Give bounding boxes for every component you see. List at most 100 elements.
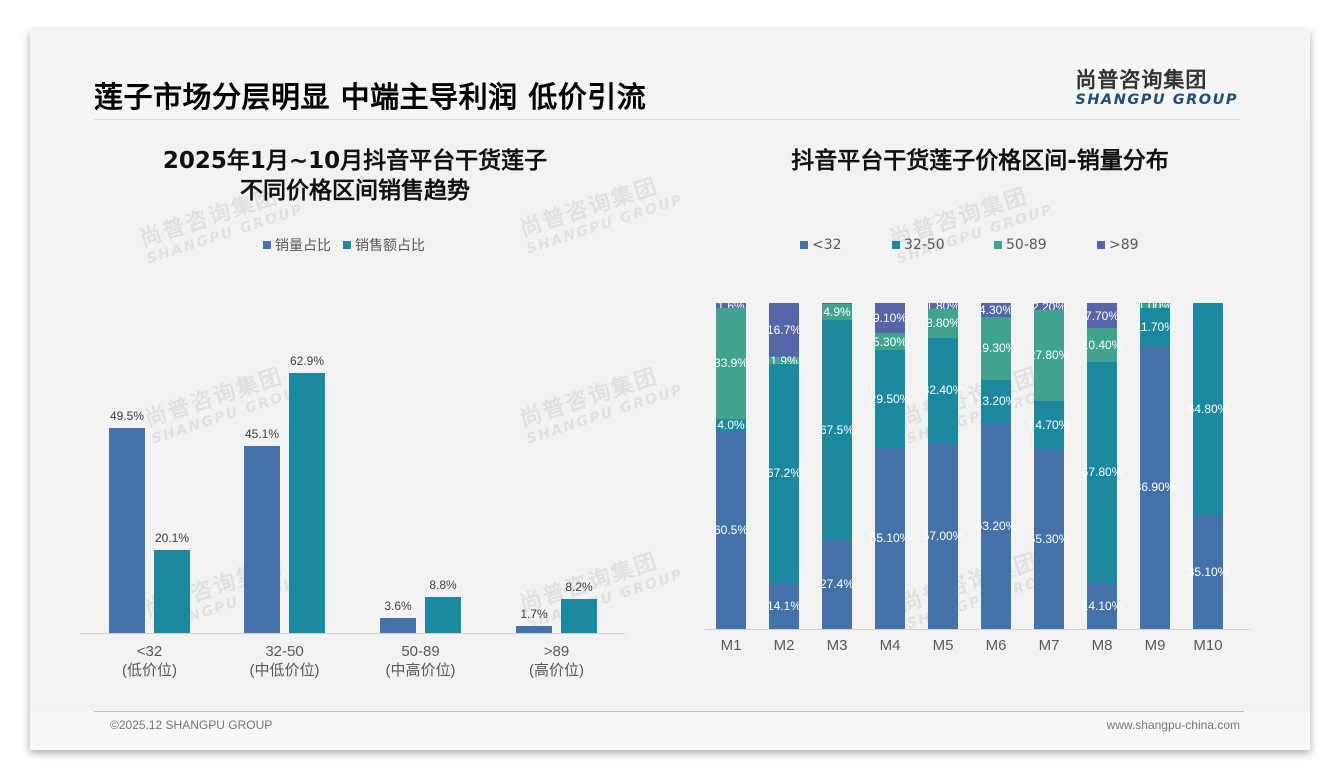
- month-label: M10: [1193, 637, 1223, 654]
- segment-value-label: 5.30%: [872, 334, 908, 349]
- logo-chinese-text: 尚普咨询集团: [1075, 68, 1208, 92]
- segment->89: [1140, 303, 1170, 305]
- stacked-bar-M7: 2.20% 27.80% 14.70% 55.30%: [1029, 300, 1069, 629]
- segment->89: 9.10%: [873, 303, 907, 333]
- segment-value-label: 27.4%: [819, 577, 855, 592]
- month-label: M8: [1091, 637, 1113, 654]
- legend-label: 销售额占比: [355, 238, 425, 254]
- segment-32-50: 14.70%: [1029, 400, 1069, 449]
- watermark-cn: 尚普咨询集团: [141, 363, 287, 433]
- stacked-bar-M1: 1.6% 33.9% 4.0% 60.5%: [714, 299, 748, 629]
- category-label: >89 (高价位): [496, 642, 617, 680]
- segment-value-label: 67.5%: [819, 422, 855, 437]
- left-chart-x-axis: [80, 633, 625, 634]
- bar-revenue-0: [154, 549, 190, 633]
- segment-32-50: 13.20%: [976, 379, 1016, 423]
- left-chart-title-line2: 不同价格区间销售趋势: [240, 178, 470, 204]
- bar-value-label: 20.1%: [154, 530, 190, 545]
- slide: 莲子市场分层明显 中端主导利润 低价引流 尚普咨询集团 SHANGPU GROU…: [30, 30, 1310, 750]
- segment-32-50: 29.50%: [870, 350, 910, 448]
- category-range: >89: [543, 643, 570, 660]
- bar-value-label: 62.9%: [289, 353, 325, 368]
- month-label: M1: [720, 637, 742, 654]
- segment-value-label: 32.40%: [922, 383, 964, 398]
- bar-volume-0: [109, 428, 145, 633]
- segment-value-label: 13.20%: [975, 394, 1017, 409]
- category-label: 32-50 (中低价位): [224, 642, 345, 680]
- segment-<32: 14.1%: [767, 582, 801, 629]
- segment-<32: 63.20%: [976, 422, 1016, 629]
- segment->89: 4.30%: [979, 303, 1013, 318]
- segment-value-label: 60.5%: [713, 523, 749, 538]
- segment-50-89: 8.80%: [926, 308, 960, 338]
- footer-divider: [94, 711, 1244, 712]
- segment-value-label: 11.70%: [1135, 319, 1175, 334]
- legend-label: 销量占比: [275, 238, 331, 254]
- segment-<32: 86.90%: [1135, 345, 1175, 629]
- legend-item-32-50: 32-50: [892, 237, 994, 253]
- left-chart-title-line1: 2025年1月~10月抖音平台干货莲子: [162, 148, 548, 174]
- category-tier: (中低价位): [249, 662, 320, 679]
- segment-32-50: 4.0%: [716, 418, 746, 432]
- segment-value-label: 57.00%: [922, 529, 964, 544]
- category-label: <32 (低价位): [89, 642, 210, 680]
- category-label: 50-89 (中高价位): [360, 642, 481, 680]
- segment-value-label: 55.10%: [869, 531, 911, 546]
- month-label: M9: [1144, 637, 1166, 654]
- footer-website: www.shangpu-china.com: [1106, 718, 1240, 732]
- bar-revenue-3: [561, 599, 597, 633]
- left-chart-title: 2025年1月~10月抖音平台干货莲子 不同价格区间销售趋势: [100, 146, 610, 206]
- segment-<32: 55.30%: [1029, 448, 1069, 629]
- segment-value-label: 67.2%: [766, 466, 802, 481]
- bar-volume-3: [516, 625, 552, 633]
- bar-value-label: 1.7%: [520, 606, 548, 621]
- stacked-bar-M9: 1.00% 11.70% 86.90%: [1135, 299, 1175, 629]
- legend-label: 50-89: [1006, 237, 1047, 253]
- month-label: M6: [985, 637, 1007, 654]
- watermark-en: SHANGPU GROUP: [524, 381, 686, 448]
- footer-copyright: ©2025.12 SHANGPU GROUP: [110, 718, 273, 732]
- month-label: M5: [932, 637, 954, 654]
- bar-value-label: 8.8%: [429, 577, 457, 592]
- segment-32-50: 32.40%: [923, 337, 963, 444]
- segment-value-label: 86.90%: [1134, 480, 1176, 495]
- segment-50-89: 5.30%: [873, 332, 907, 351]
- segment-value-label: 4.0%: [717, 418, 745, 433]
- month-label: M7: [1038, 637, 1060, 654]
- segment-value-label: 2.20%: [1031, 299, 1067, 314]
- segment-<32: 55.10%: [870, 447, 910, 629]
- segment-<32: 14.10%: [1082, 583, 1122, 629]
- stacked-bar-M4: 9.10% 5.30% 29.50% 55.10%: [870, 303, 910, 629]
- bar-revenue-1: [289, 372, 325, 633]
- legend-swatch-icon: [343, 241, 351, 249]
- legend-swatch-icon: [892, 241, 900, 249]
- category-tier: (中高价位): [385, 662, 456, 679]
- segment-32-50: 67.80%: [1082, 361, 1122, 583]
- bar-value-label: 45.1%: [244, 427, 280, 442]
- segment->89: 7.70%: [1085, 303, 1119, 329]
- segment-<32: 60.5%: [714, 431, 748, 629]
- segment-32-50: 67.5%: [820, 319, 854, 540]
- category-range: 32-50: [265, 643, 304, 660]
- category-range: <32: [136, 643, 163, 660]
- segment-50-89: 4.9%: [822, 303, 852, 320]
- company-logo: 尚普咨询集团 SHANGPU GROUP: [1075, 64, 1238, 108]
- segment-value-label: 67.80%: [1081, 465, 1123, 480]
- bar-value-label: 3.6%: [384, 599, 412, 614]
- month-label: M3: [826, 637, 848, 654]
- segment-value-label: 14.10%: [1081, 598, 1123, 613]
- segment-value-label: 33.9%: [713, 356, 749, 371]
- segment-value-label: 35.10%: [1187, 564, 1229, 579]
- right-chart-x-axis: [705, 629, 1250, 630]
- segment-value-label: 4.30%: [978, 303, 1014, 317]
- legend-swatch-icon: [263, 241, 271, 249]
- legend-swatch-icon: [994, 241, 1002, 249]
- legend-item-revenue-share: 销售额占比: [343, 235, 425, 255]
- segment-value-label: 4.9%: [823, 304, 851, 319]
- legend-item-lt32: <32: [800, 237, 892, 253]
- legend-item-50-89: 50-89: [994, 237, 1097, 253]
- segment-value-label: 19.30%: [975, 341, 1017, 356]
- stacked-bar-M3: 4.9% 67.5% 27.4%: [820, 303, 854, 629]
